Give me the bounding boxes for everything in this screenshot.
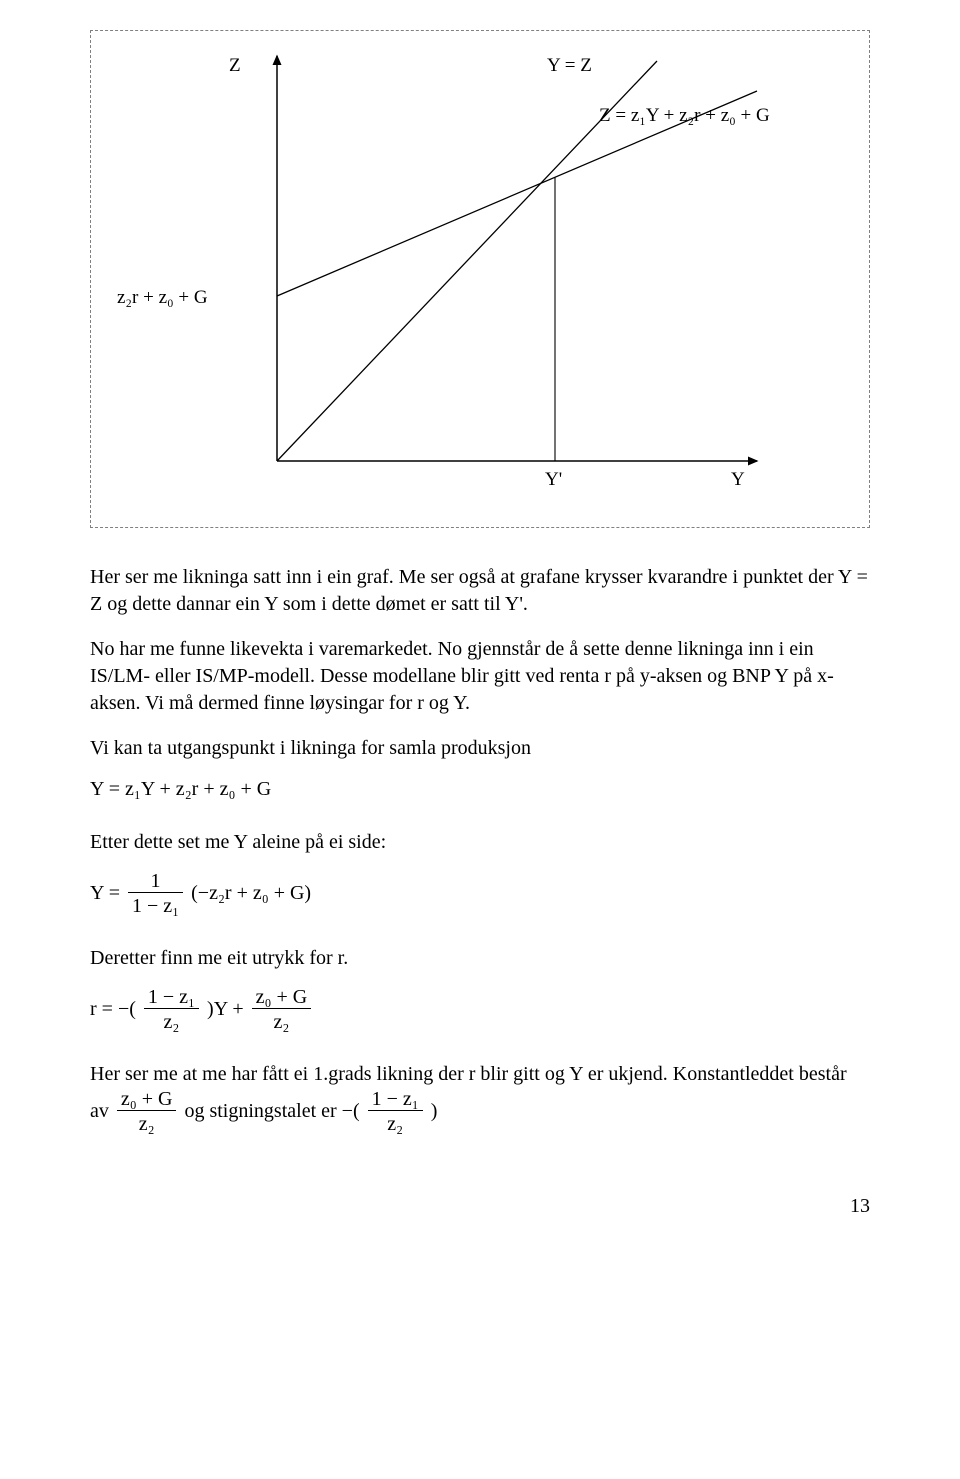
axis-label-y-prime: Y' [545, 469, 562, 490]
para6-frac1-den: z₂ [117, 1110, 177, 1137]
equation-3: r = −( 1 − z₁ z₂ )Y + z₀ + G z₂ [90, 986, 870, 1035]
eq3-frac-a-num: 1 − z₁ [144, 986, 199, 1008]
paragraph-2: No har me funne likevekta i varemarkedet… [90, 636, 870, 717]
eq2-lhs: Y = [90, 882, 120, 904]
equation-2: Y = 1 1 − z₁ (−z₂r + z₀ + G) [90, 870, 870, 919]
para6-mid: og stigningstalet er −( [184, 1100, 359, 1122]
eq2-frac-den: 1 − z₁ [128, 892, 183, 919]
eq3-frac-a-den: z₂ [144, 1008, 199, 1035]
eq3-frac-a: 1 − z₁ z₂ [144, 986, 199, 1035]
eq2-frac-num: 1 [128, 870, 183, 892]
keynesian-cross-figure: Z Y = Z Z = z₁Y + z₂r + z₀ + G z₂r + z₀ … [90, 30, 870, 528]
para6-frac2-den: z₂ [368, 1110, 423, 1137]
eq2-fraction: 1 1 − z₁ [128, 870, 183, 919]
para6-frac1-num: z₀ + G [117, 1088, 177, 1110]
eq3-lhs: r = −( [90, 998, 136, 1020]
para6-after: ) [431, 1100, 438, 1122]
chart-svg: Z Y = Z Z = z₁Y + z₂r + z₀ + G z₂r + z₀ … [117, 41, 817, 511]
para6-frac2-num: 1 − z₁ [368, 1088, 423, 1110]
page-number: 13 [90, 1193, 870, 1220]
eq3-frac-b: z₀ + G z₂ [252, 986, 312, 1035]
axis-label-z: Z [229, 55, 241, 76]
para6-frac2: 1 − z₁ z₂ [368, 1088, 423, 1137]
eq3-frac-b-num: z₀ + G [252, 986, 312, 1008]
axis-label-y: Y [731, 469, 745, 490]
para6-frac1: z₀ + G z₂ [117, 1088, 177, 1137]
paragraph-3: Vi kan ta utgangspunkt i likninga for sa… [90, 735, 870, 762]
eq3-mid: )Y + [207, 998, 244, 1020]
paragraph-6: Her ser me at me har fått ei 1.grads lik… [90, 1061, 870, 1137]
eq3-frac-b-den: z₂ [252, 1008, 312, 1035]
line-demand-label: Z = z₁Y + z₂r + z₀ + G [599, 105, 770, 126]
paragraph-4: Etter dette set me Y aleine på ei side: [90, 829, 870, 856]
equation-1-text: Y = z₁Y + z₂r + z₀ + G [90, 778, 271, 800]
equation-1: Y = z₁Y + z₂r + z₀ + G [90, 776, 870, 803]
paragraph-1: Her ser me likninga satt inn i ein graf.… [90, 564, 870, 618]
paragraph-5: Deretter finn me eit utrykk for r. [90, 945, 870, 972]
intercept-label: z₂r + z₀ + G [117, 287, 208, 308]
eq2-tail: (−z₂r + z₀ + G) [191, 882, 311, 904]
line-45-label: Y = Z [547, 55, 592, 76]
